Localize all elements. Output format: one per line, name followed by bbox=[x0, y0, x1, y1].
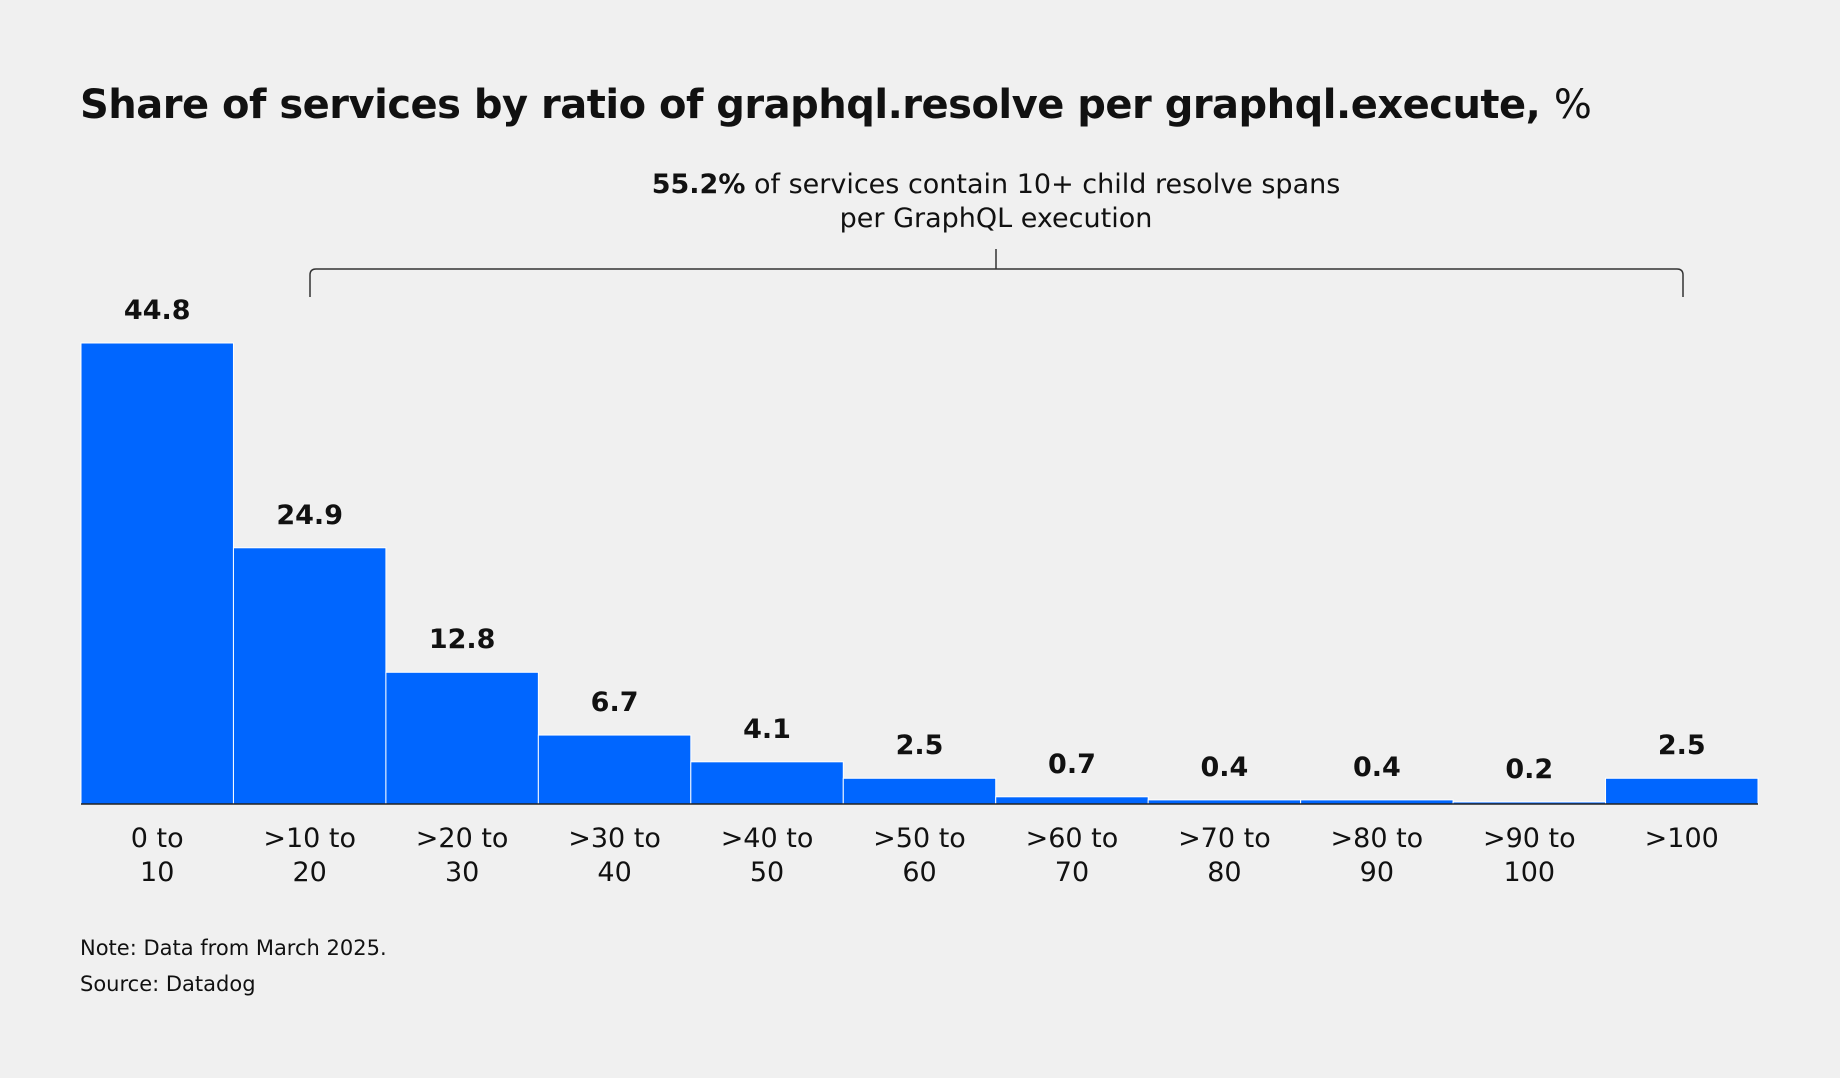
value-label: 12.8 bbox=[428, 624, 496, 656]
x-tick-label: >20 to 30 bbox=[415, 823, 509, 888]
x-tick-label: >80 to 90 bbox=[1330, 823, 1424, 888]
x-tick-label: >10 to 20 bbox=[263, 823, 356, 888]
bar bbox=[842, 777, 997, 805]
value-label: 2.5 bbox=[1657, 730, 1706, 762]
source: Source: Datadog bbox=[80, 972, 256, 996]
bar bbox=[1605, 777, 1759, 805]
value-label: 2.5 bbox=[895, 730, 944, 762]
bar bbox=[385, 671, 539, 805]
title-unit: % bbox=[1553, 82, 1592, 128]
bar bbox=[537, 734, 692, 805]
annotation-text: of services contain 10+ child resolve sp… bbox=[753, 169, 1341, 234]
value-label: 4.1 bbox=[743, 713, 791, 745]
value-label: 0.4 bbox=[1352, 751, 1401, 783]
annotation-highlight: 55.2% bbox=[651, 169, 746, 200]
x-tick-label: >30 to 40 bbox=[568, 823, 661, 888]
x-tick-label: >50 to 60 bbox=[873, 823, 966, 888]
x-tick-label: >90 to 100 bbox=[1482, 823, 1576, 888]
bar bbox=[690, 761, 844, 805]
x-tick-label: >70 to 80 bbox=[1178, 823, 1271, 888]
bar bbox=[232, 547, 387, 805]
annotation: 55.2% of services contain 10+ child reso… bbox=[596, 168, 1396, 236]
x-tick-label: 0 to 10 bbox=[130, 823, 184, 888]
value-label: 24.9 bbox=[276, 499, 343, 531]
x-tick-label: >40 to 50 bbox=[720, 823, 814, 888]
value-label: 0.7 bbox=[1048, 748, 1096, 780]
bar bbox=[80, 342, 234, 805]
value-label: 44.8 bbox=[123, 295, 191, 326]
note: Note: Data from March 2025. bbox=[80, 936, 387, 960]
value-label: 6.7 bbox=[590, 687, 639, 719]
bracket bbox=[309, 249, 1684, 297]
x-tick-label: >100 bbox=[1644, 823, 1719, 854]
value-label: 0.2 bbox=[1505, 753, 1554, 785]
value-label: 0.4 bbox=[1200, 751, 1249, 783]
x-tick-label: >60 to 70 bbox=[1025, 823, 1119, 888]
bar bbox=[995, 796, 1149, 805]
chart-title: Share of services by ratio of graphql.re… bbox=[80, 82, 1592, 128]
title-text: Share of services by ratio of graphql.re… bbox=[80, 82, 1541, 128]
